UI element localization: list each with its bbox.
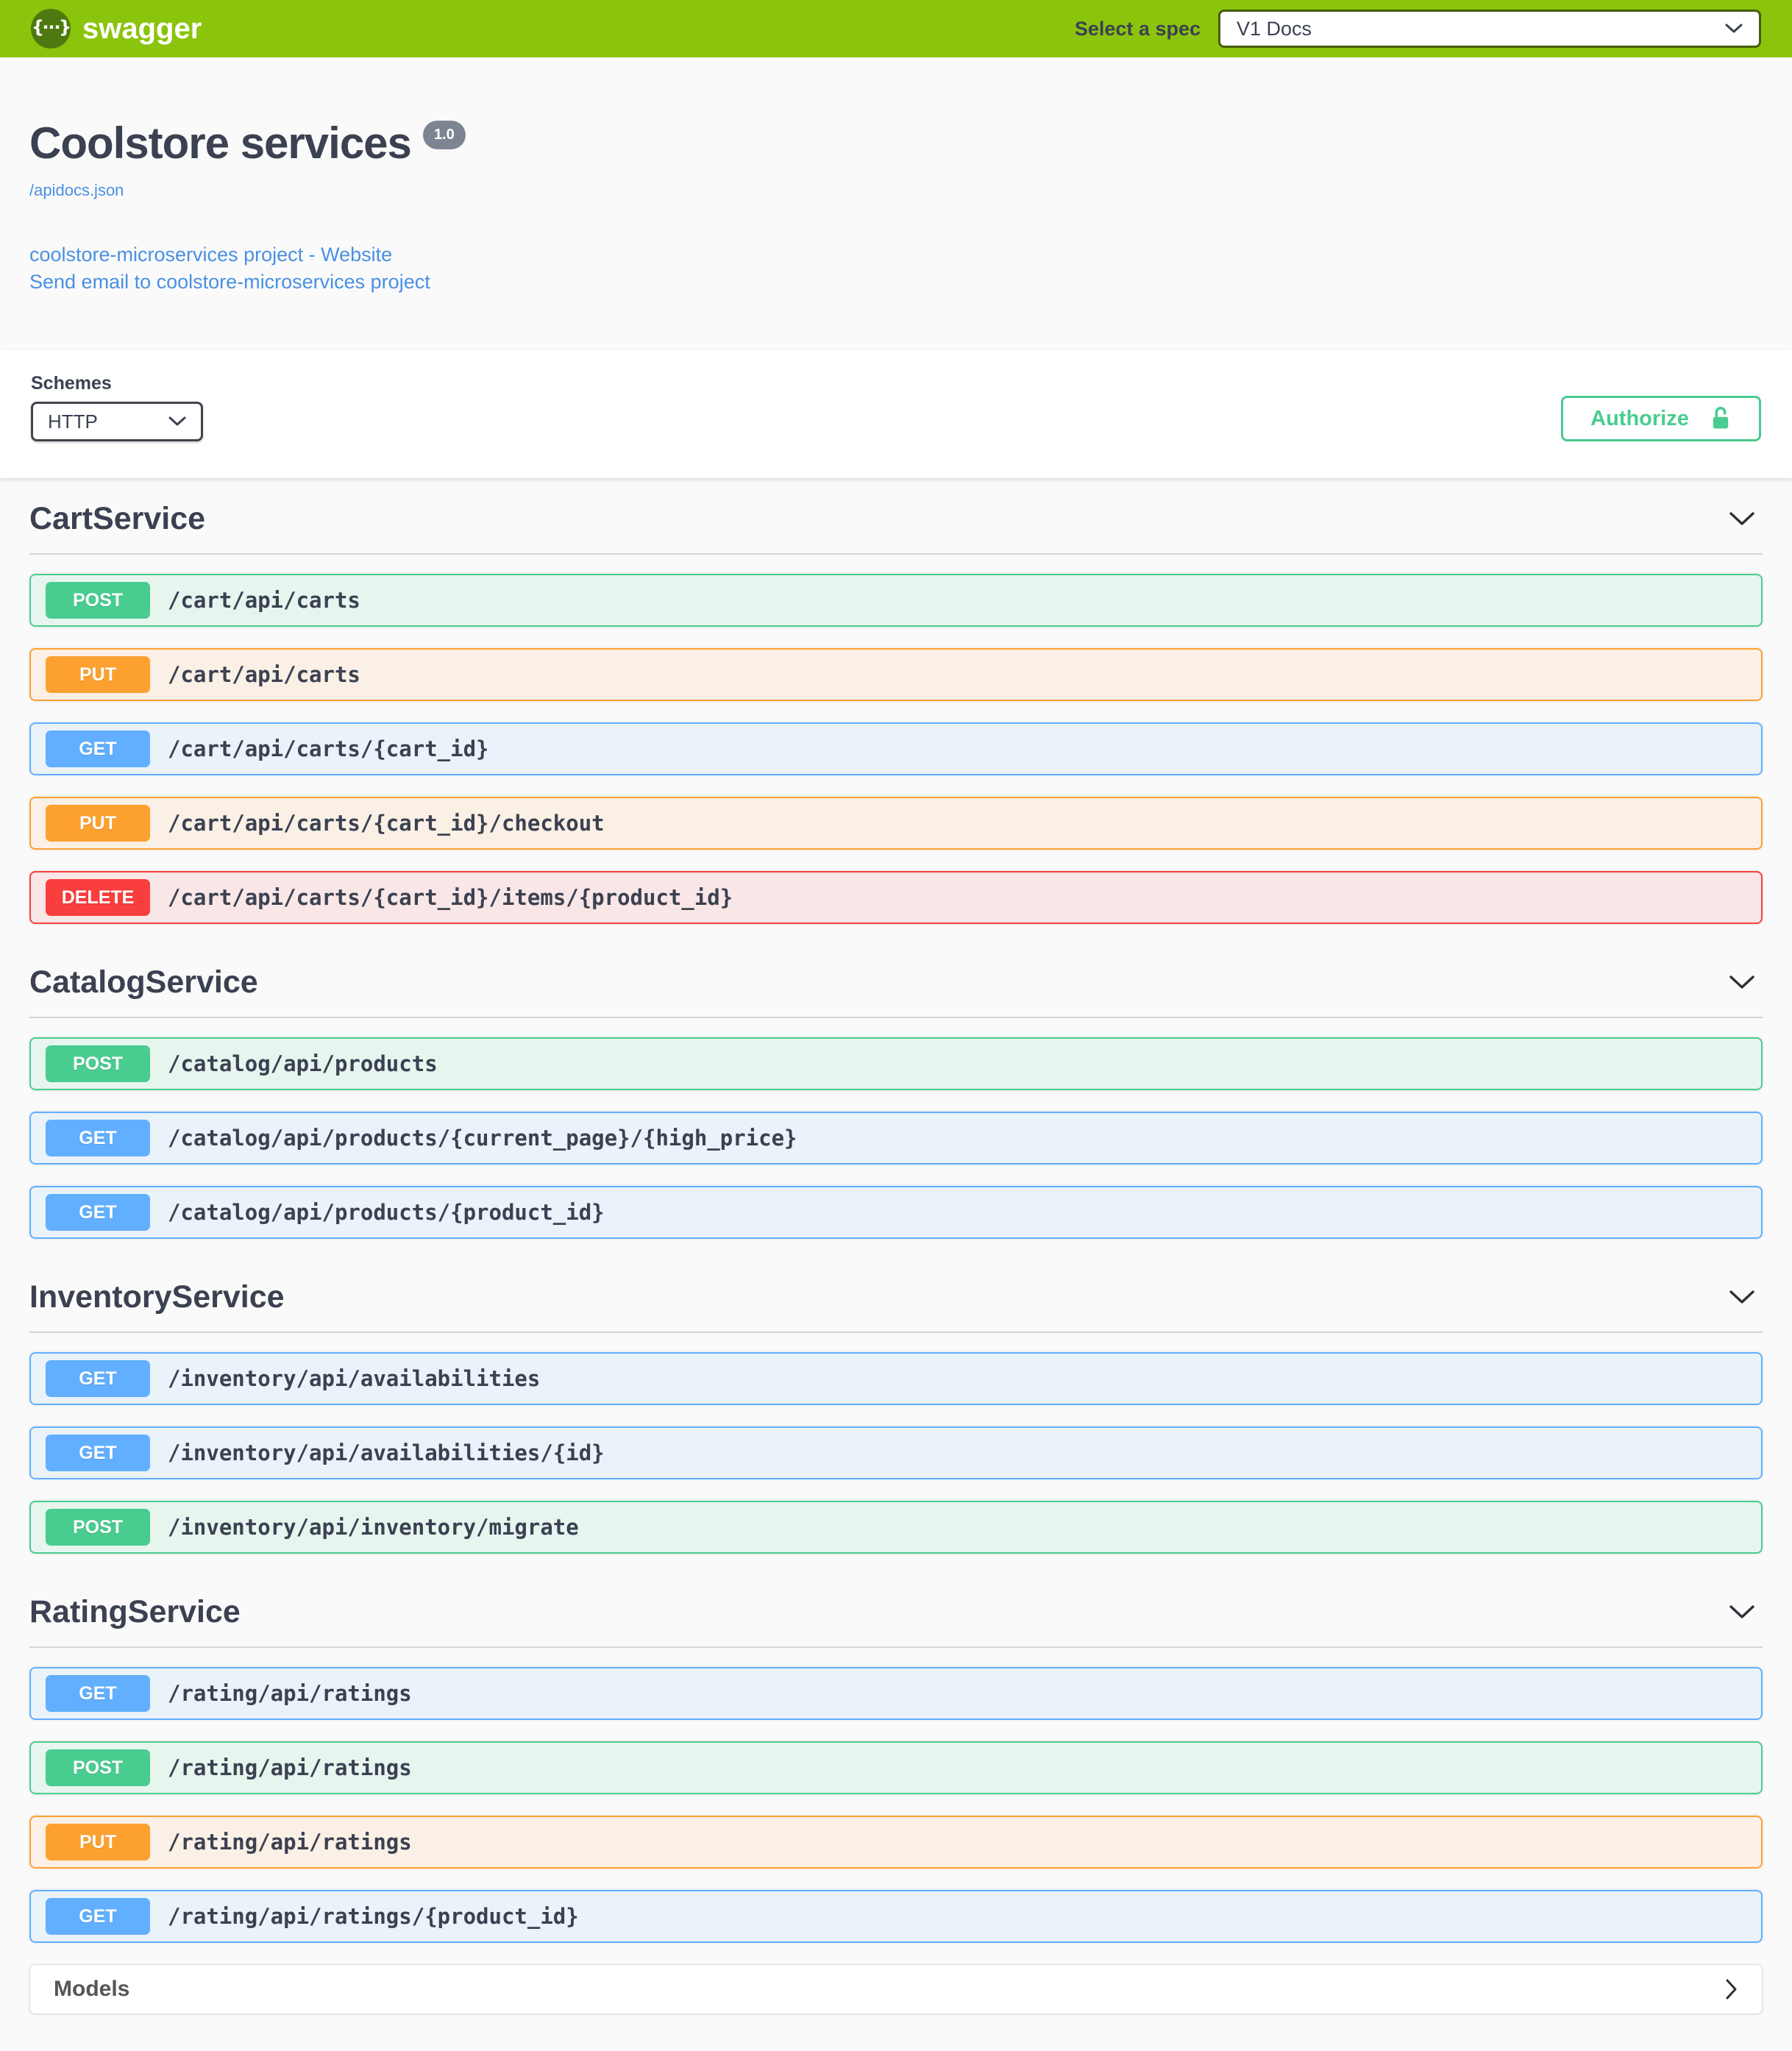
section-header-ratingservice[interactable]: RatingService [29,1575,1763,1648]
endpoint-path: /rating/api/ratings [168,1681,412,1706]
endpoint-path: /inventory/api/availabilities/{id} [168,1440,605,1465]
models-title: Models [54,1977,130,2001]
chevron-down-icon[interactable] [1729,511,1755,526]
chevron-down-icon[interactable] [1729,975,1755,989]
section-cartservice: CartService POST /cart/api/carts PUT /ca… [29,482,1763,924]
section-title: CartService [29,501,206,536]
logo-glyph: {⋯} [31,17,71,38]
method-badge: POST [46,1749,150,1786]
method-badge: GET [46,1898,150,1935]
endpoint-row[interactable]: GET /catalog/api/products/{current_page}… [29,1112,1763,1165]
section-header-catalogservice[interactable]: CatalogService [29,945,1763,1018]
method-badge: POST [46,1509,150,1546]
endpoint-row[interactable]: PUT /rating/api/ratings [29,1816,1763,1869]
method-badge: POST [46,582,150,619]
chevron-down-icon[interactable] [1729,1290,1755,1304]
authorize-button[interactable]: Authorize [1561,396,1761,441]
schemes-select-value: HTTP [48,410,98,433]
endpoint-row[interactable]: GET /cart/api/carts/{cart_id} [29,722,1763,775]
version-badge: 1.0 [422,121,466,149]
spec-select[interactable]: V1 Docs [1218,10,1761,48]
endpoint-path: /cart/api/carts/{cart_id}/items/{product… [168,885,733,910]
section-catalogservice: CatalogService POST /catalog/api/product… [29,945,1763,1239]
endpoint-row[interactable]: GET /rating/api/ratings [29,1667,1763,1720]
endpoint-path: /rating/api/ratings [168,1830,412,1855]
website-link[interactable]: coolstore-microservices project - Websit… [29,244,393,266]
endpoint-path: /cart/api/carts/{cart_id}/checkout [168,811,605,836]
section-ratingservice: RatingService GET /rating/api/ratings PO… [29,1575,1763,1943]
method-badge: POST [46,1045,150,1082]
section-header-inventoryservice[interactable]: InventoryService [29,1260,1763,1333]
method-badge: GET [46,1120,150,1156]
endpoint-path: /inventory/api/inventory/migrate [168,1515,579,1540]
method-badge: GET [46,1360,150,1397]
operations-container: CartService POST /cart/api/carts PUT /ca… [0,478,1792,2014]
chevron-down-icon [1725,24,1743,33]
endpoint-row[interactable]: DELETE /cart/api/carts/{cart_id}/items/{… [29,871,1763,924]
schemes-select[interactable]: HTTP [31,402,203,441]
endpoint-path: /cart/api/carts [168,588,360,613]
swagger-brand: {⋯} swagger [31,9,202,49]
endpoint-path: /cart/api/carts [168,662,360,687]
schemes-label: Schemes [31,373,112,394]
topbar: {⋯} swagger Select a spec V1 Docs [0,0,1792,57]
method-badge: PUT [46,805,150,842]
endpoint-list: GET /inventory/api/availabilities GET /i… [29,1333,1763,1554]
swagger-logo-icon: {⋯} [31,9,71,49]
chevron-right-icon[interactable] [1725,1978,1738,2000]
chevron-down-icon[interactable] [1729,1604,1755,1619]
method-badge: GET [46,731,150,767]
method-badge: GET [46,1675,150,1712]
section-title: RatingService [29,1594,241,1629]
brand-title: swagger [82,12,202,45]
info-section: Coolstore services 1.0 /apidocs.json coo… [0,57,1792,350]
endpoint-row[interactable]: POST /cart/api/carts [29,574,1763,627]
method-badge: PUT [46,656,150,693]
endpoint-row[interactable]: GET /inventory/api/availabilities/{id} [29,1426,1763,1479]
unlock-icon [1713,406,1729,429]
models-section[interactable]: Models [29,1964,1763,2014]
spec-select-value: V1 Docs [1237,17,1312,40]
endpoint-row[interactable]: GET /rating/api/ratings/{product_id} [29,1890,1763,1943]
section-title: CatalogService [29,964,258,1000]
spec-picker: Select a spec V1 Docs [1075,10,1761,48]
endpoint-path: /rating/api/ratings/{product_id} [168,1904,579,1929]
schemes-block: Schemes HTTP [31,372,203,441]
endpoint-path: /catalog/api/products/{current_page}/{hi… [168,1126,797,1151]
endpoint-list: GET /rating/api/ratings POST /rating/api… [29,1648,1763,1943]
endpoint-list: POST /cart/api/carts PUT /cart/api/carts… [29,555,1763,924]
section-header-cartservice[interactable]: CartService [29,482,1763,555]
method-badge: DELETE [46,879,150,916]
endpoint-row[interactable]: POST /rating/api/ratings [29,1741,1763,1794]
info-links: coolstore-microservices project - Websit… [29,241,1763,296]
select-spec-label: Select a spec [1074,17,1201,40]
endpoint-row[interactable]: GET /catalog/api/products/{product_id} [29,1186,1763,1239]
method-badge: GET [46,1435,150,1471]
endpoint-path: /inventory/api/availabilities [168,1366,541,1391]
email-link[interactable]: Send email to coolstore-microservices pr… [29,271,430,293]
authorize-label: Authorize [1590,406,1689,430]
spec-url-link[interactable]: /apidocs.json [29,181,124,199]
endpoint-row[interactable]: POST /catalog/api/products [29,1037,1763,1090]
endpoint-path: /cart/api/carts/{cart_id} [168,736,489,761]
endpoint-row[interactable]: PUT /cart/api/carts/{cart_id}/checkout [29,797,1763,850]
endpoint-path: /catalog/api/products [168,1051,438,1076]
method-badge: GET [46,1194,150,1231]
endpoint-path: /rating/api/ratings [168,1755,412,1780]
scheme-container: Schemes HTTP Authorize [0,350,1792,478]
endpoint-path: /catalog/api/products/{product_id} [168,1200,605,1225]
endpoint-row[interactable]: POST /inventory/api/inventory/migrate [29,1501,1763,1554]
method-badge: PUT [46,1824,150,1860]
title-row: Coolstore services 1.0 [29,119,1763,168]
section-title: InventoryService [29,1279,285,1315]
section-inventoryservice: InventoryService GET /inventory/api/avai… [29,1260,1763,1554]
page-title: Coolstore services [29,118,412,168]
endpoint-row[interactable]: PUT /cart/api/carts [29,648,1763,701]
endpoint-list: POST /catalog/api/products GET /catalog/… [29,1018,1763,1239]
endpoint-row[interactable]: GET /inventory/api/availabilities [29,1352,1763,1405]
chevron-down-icon [168,416,186,426]
